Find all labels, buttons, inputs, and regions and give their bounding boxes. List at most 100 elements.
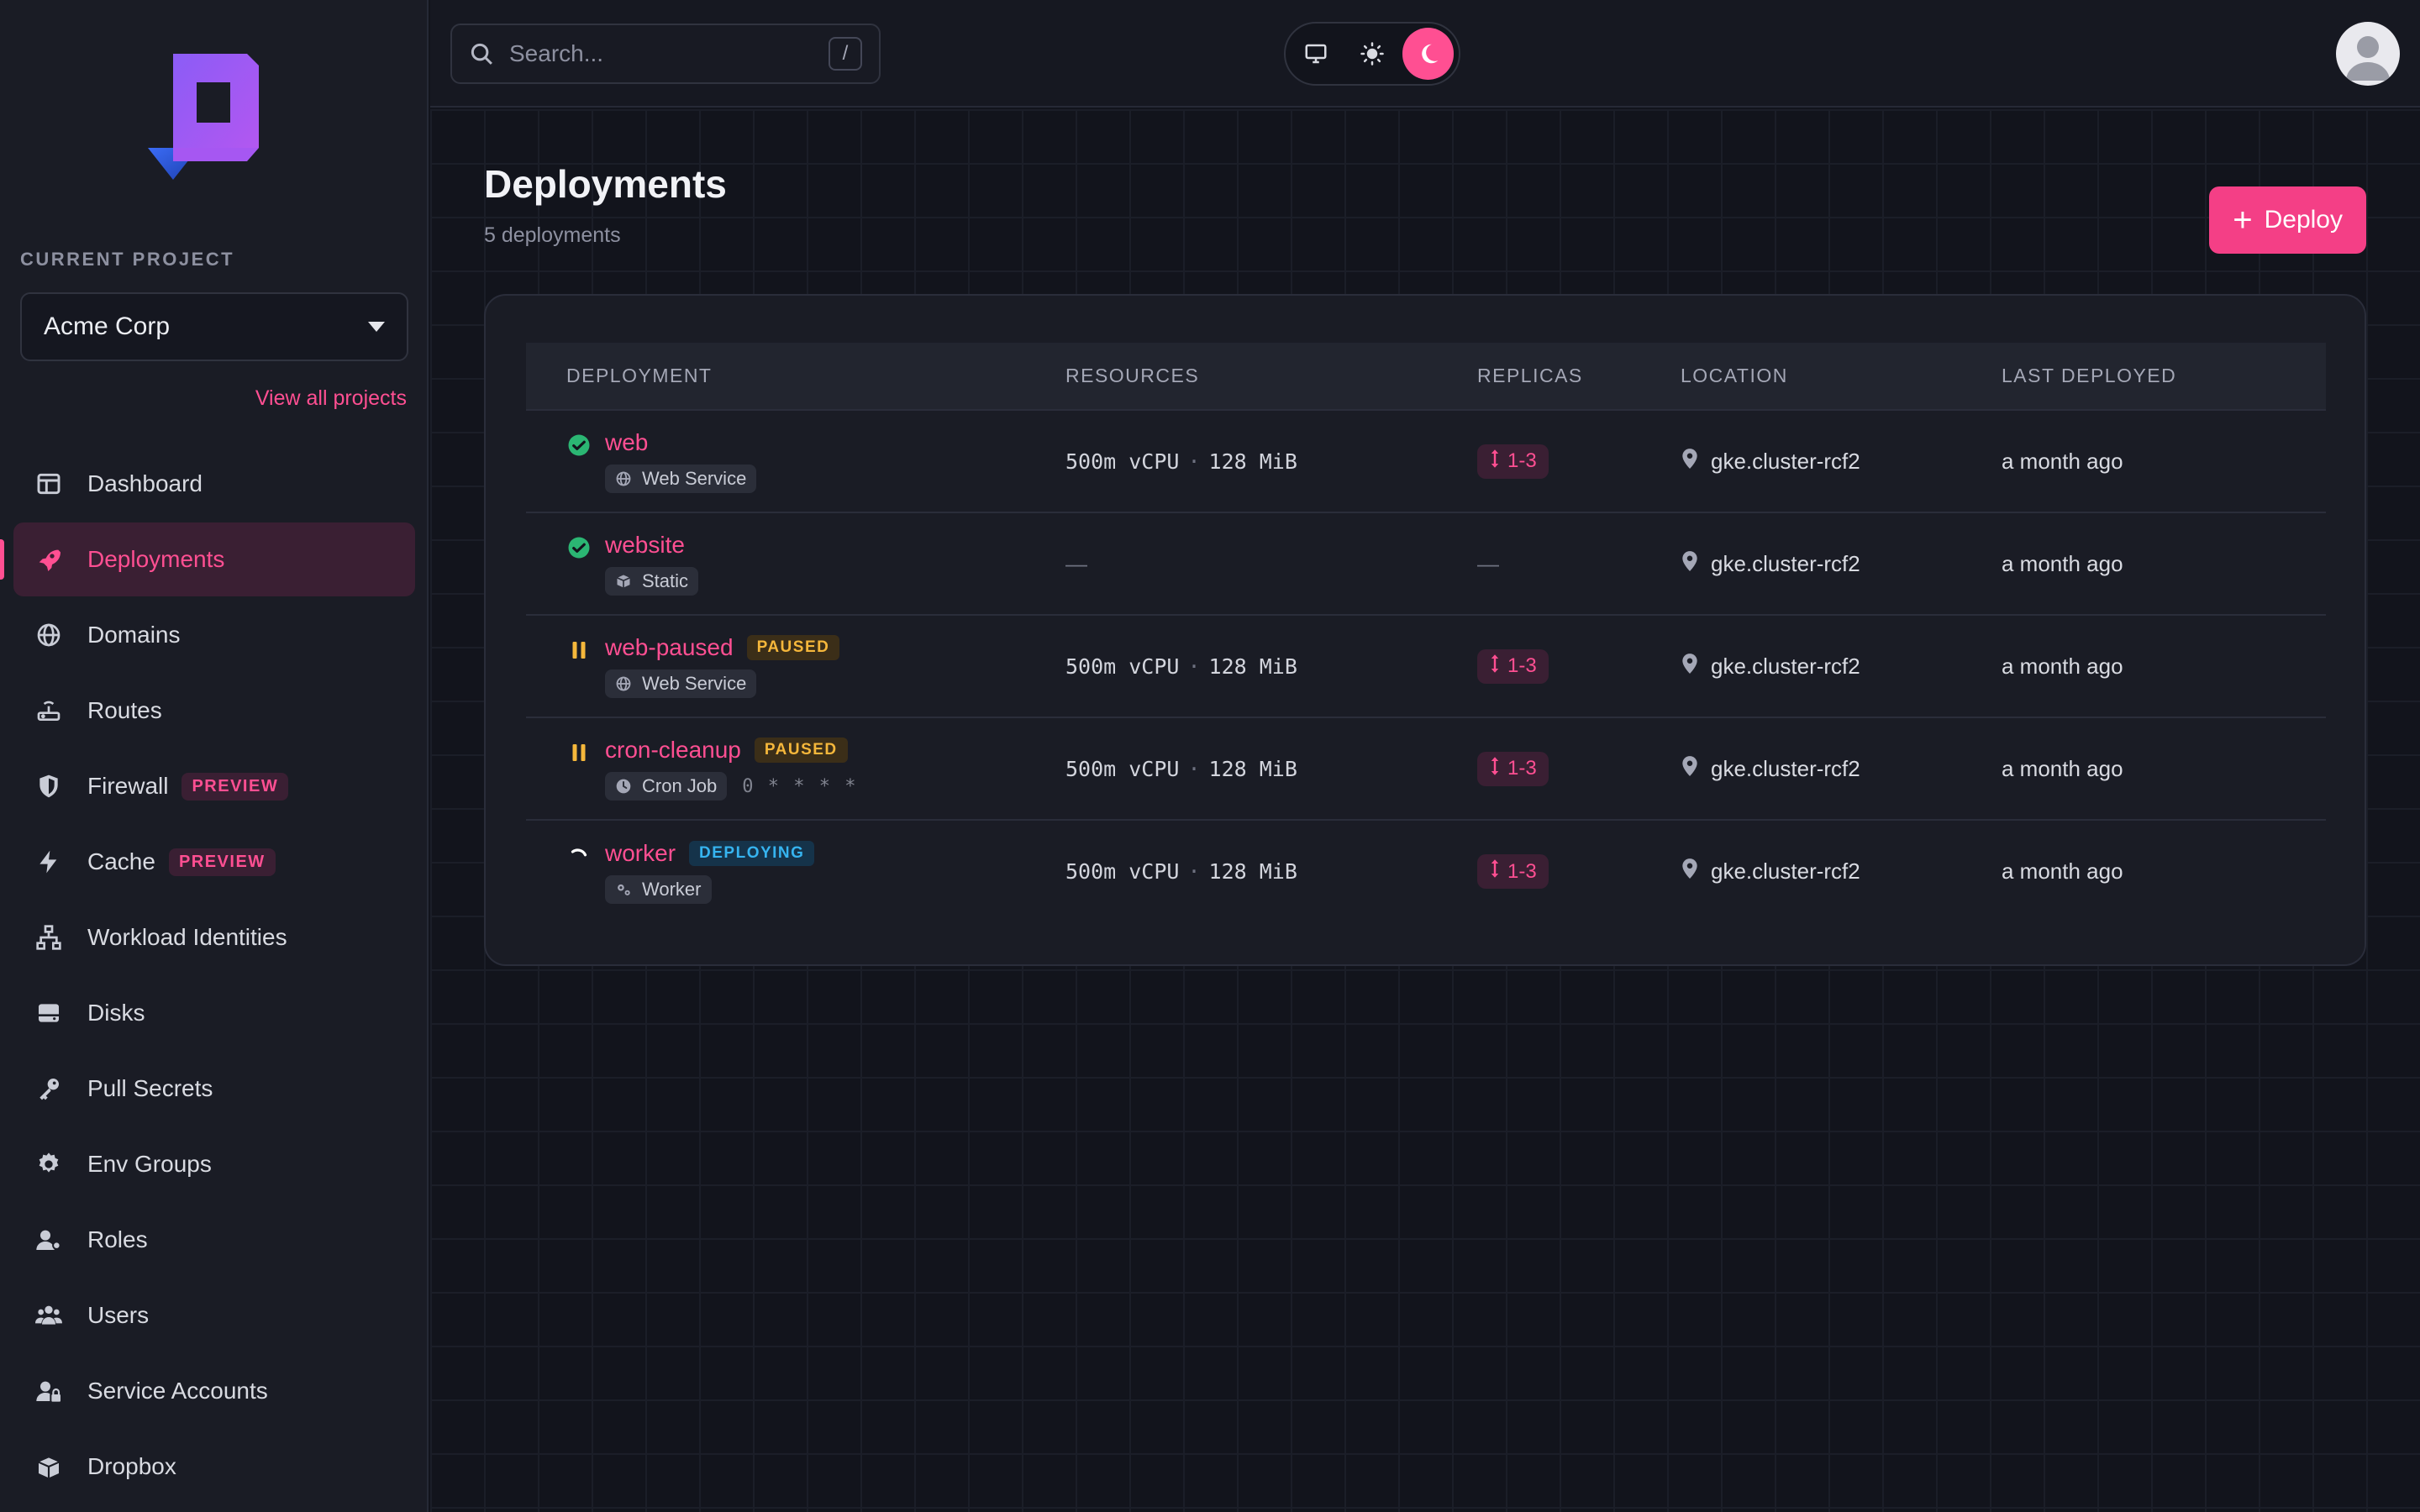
separator-dot: · <box>1187 654 1201 679</box>
location-value: gke.cluster-rcf2 <box>1711 755 1860 781</box>
user-role-icon <box>34 1225 64 1255</box>
sidebar-item-disks[interactable]: Disks <box>13 976 415 1050</box>
deployment-name-link[interactable]: web <box>605 429 649 455</box>
cpu-value: 500m vCPU <box>1065 449 1180 474</box>
users-icon <box>34 1300 64 1331</box>
location-pin-icon <box>1681 858 1699 885</box>
table-row[interactable]: cron-cleanup PAUSED Cron Job 0 * * * * 500m … <box>526 717 2326 820</box>
deploy-button[interactable]: + Deploy <box>2209 186 2366 254</box>
deployment-cell: cron-cleanup PAUSED Cron Job 0 * * * * <box>526 717 1025 820</box>
sidebar-item-label: Deployments <box>87 546 225 572</box>
sidebar-item-dashboard[interactable]: Dashboard <box>13 447 415 521</box>
sidebar-item-label: Dashboard <box>87 470 203 496</box>
replicas-badge: 1-3 <box>1477 444 1549 479</box>
sidebar-item-dropbox[interactable]: Dropbox <box>13 1430 415 1504</box>
search-icon <box>471 43 492 65</box>
clock-icon <box>615 778 632 795</box>
preview-badge: PREVIEW <box>168 848 276 876</box>
location-pin-icon <box>1681 755 1699 783</box>
sidebar-item-deployments[interactable]: Deployments <box>0 522 415 596</box>
search-input[interactable] <box>509 40 812 67</box>
resources-cell: — <box>1025 512 1437 615</box>
last-deployed-cell: a month ago <box>2002 550 2123 576</box>
project-selector[interactable]: Acme Corp <box>20 292 408 361</box>
theme-light-button[interactable] <box>1347 28 1398 80</box>
separator-dot: · <box>1187 449 1201 474</box>
sidebar-item-roles[interactable]: Roles <box>13 1203 415 1277</box>
separator-dot: · <box>1187 859 1201 884</box>
sidebar-item-firewall[interactable]: Firewall PREVIEW <box>13 749 415 823</box>
location-cell: gke.cluster-rcf2 <box>1640 820 1961 922</box>
resources-cell: 500m vCPU · 128 MiB <box>1025 410 1437 512</box>
table-row[interactable]: website Static — — gke.cluster-rcf2 a month a… <box>526 512 2326 615</box>
memory-value: 128 MiB <box>1208 654 1297 679</box>
last-deployed-cell: a month ago <box>2002 858 2123 884</box>
memory-value: 128 MiB <box>1208 756 1297 781</box>
user-lock-icon <box>34 1376 64 1406</box>
replicas-value: 1-3 <box>1507 757 1537 780</box>
location-value: gke.cluster-rcf2 <box>1711 448 1860 474</box>
deployment-cell: worker DEPLOYING Worker <box>526 820 1025 922</box>
sidebar-item-service-accounts[interactable]: Service Accounts <box>13 1354 415 1428</box>
sidebar-item-label: Users <box>87 1302 150 1328</box>
deployments-table-body: web Web Service 500m vCPU · 128 MiB 1-3 gke.cl… <box>526 410 2326 922</box>
sidebar-item-cache[interactable]: Cache PREVIEW <box>13 825 415 899</box>
empty-resources: — <box>1065 550 1087 576</box>
column-header-replicas: REPLICAS <box>1477 365 1583 386</box>
resources-cell: 500m vCPU · 128 MiB <box>1025 820 1437 922</box>
scale-arrows-icon <box>1489 449 1501 475</box>
scale-arrows-icon <box>1489 858 1501 885</box>
status-success-icon <box>566 535 592 560</box>
theme-dark-button[interactable] <box>1402 28 1455 80</box>
cpu-value: 500m vCPU <box>1065 756 1180 781</box>
replicas-cell: 1-3 <box>1437 410 1640 512</box>
sidebar-item-workload-identities[interactable]: Workload Identities <box>13 900 415 974</box>
theme-toggle <box>1284 22 1460 86</box>
sidebar-item-label: Roles <box>87 1226 148 1252</box>
sidebar-item-env-groups[interactable]: Env Groups <box>13 1127 415 1201</box>
state-badge-paused: PAUSED <box>746 635 840 660</box>
deployment-cell: web Web Service <box>526 410 1025 512</box>
deployment-type: Worker <box>642 878 702 900</box>
sidebar-item-label: Pull Secrets <box>87 1075 213 1101</box>
sun-icon <box>1360 42 1384 66</box>
sidebar-item-domains[interactable]: Domains <box>13 598 415 672</box>
sidebar-item-users[interactable]: Users <box>13 1278 415 1352</box>
resources-cell: 500m vCPU · 128 MiB <box>1025 717 1437 820</box>
box-icon <box>34 1452 64 1482</box>
sidebar-item-routes[interactable]: Routes <box>13 674 415 748</box>
deployment-name-link[interactable]: web-paused <box>605 634 734 660</box>
cron-schedule: 0 * * * * <box>742 775 858 797</box>
theme-system-button[interactable] <box>1291 28 1342 80</box>
status-deploying-spinner-icon <box>566 843 592 869</box>
memory-value: 128 MiB <box>1208 859 1297 884</box>
replicas-cell: — <box>1437 512 1640 615</box>
deployment-name-link[interactable]: worker <box>605 839 676 866</box>
table-row[interactable]: web Web Service 500m vCPU · 128 MiB 1-3 gke.cl… <box>526 410 2326 512</box>
table-row[interactable]: web-paused PAUSED Web Service 500m vCPU · 128… <box>526 615 2326 717</box>
search-box[interactable]: / <box>450 24 881 84</box>
status-paused-icon <box>566 740 592 765</box>
deployment-name-link[interactable]: cron-cleanup <box>605 737 741 763</box>
network-icon <box>34 922 64 953</box>
column-header-last-deployed: LAST DEPLOYED <box>2002 365 2177 386</box>
replicas-cell: 1-3 <box>1437 615 1640 717</box>
sidebar-item-label: Domains <box>87 622 181 648</box>
table-row[interactable]: worker DEPLOYING Worker 500m vCPU · 128 MiB 1-… <box>526 820 2326 922</box>
key-icon <box>34 1074 64 1104</box>
sidebar-item-pull-secrets[interactable]: Pull Secrets <box>13 1052 415 1126</box>
deployment-type: Web Service <box>642 468 747 489</box>
location-pin-icon <box>1681 550 1699 578</box>
scale-arrows-icon <box>1489 654 1501 680</box>
deployment-name-link[interactable]: website <box>605 532 685 558</box>
deployment-type-pill: Worker <box>605 874 712 904</box>
globe-icon <box>34 620 64 650</box>
deployments-table: DEPLOYMENT RESOURCES REPLICAS LOCATION L… <box>526 343 2326 922</box>
view-all-projects-link[interactable]: View all projects <box>255 386 407 410</box>
location-value: gke.cluster-rcf2 <box>1711 550 1860 576</box>
dashboard-icon <box>34 469 64 499</box>
user-avatar[interactable] <box>2336 22 2400 86</box>
replicas-cell: 1-3 <box>1437 820 1640 922</box>
state-badge-deploying: DEPLOYING <box>689 840 815 866</box>
state-badge-paused: PAUSED <box>754 738 848 763</box>
